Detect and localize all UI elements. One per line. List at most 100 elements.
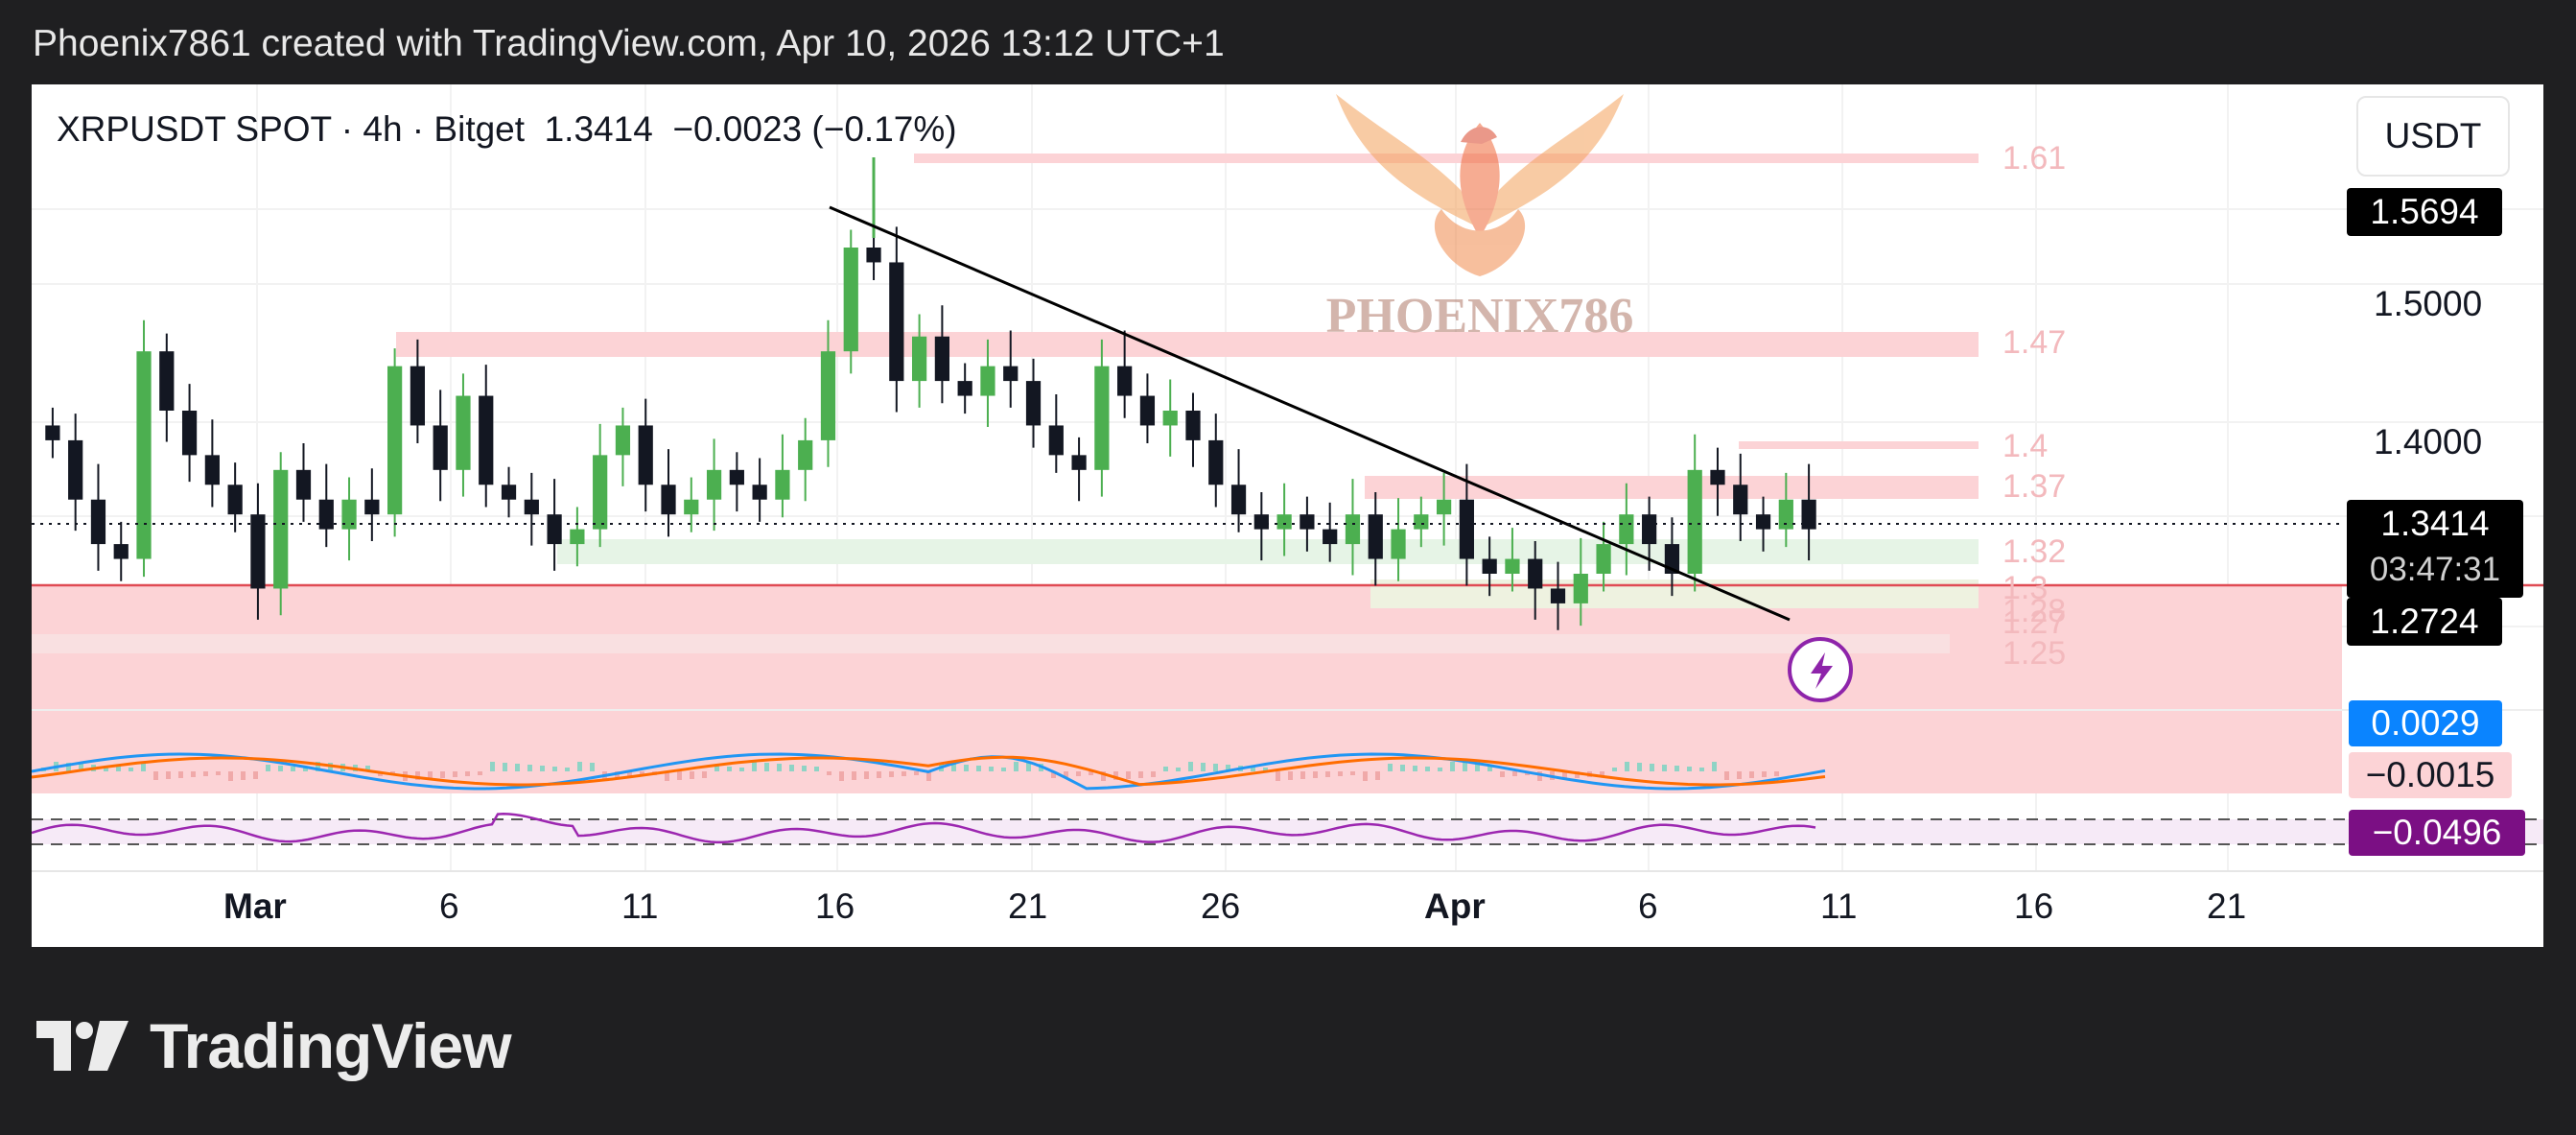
macd-histogram-bar bbox=[690, 771, 694, 779]
macd-histogram-bar bbox=[752, 762, 757, 771]
currency-button[interactable]: USDT bbox=[2356, 96, 2510, 177]
macd-histogram-bar bbox=[764, 763, 769, 771]
time-axis-label: 21 bbox=[1008, 887, 1048, 926]
macd-histogram-bar bbox=[1375, 771, 1380, 780]
candle bbox=[1117, 366, 1133, 396]
candle bbox=[1208, 439, 1224, 485]
bar-countdown: 03:47:31 bbox=[2369, 551, 2501, 588]
macd-histogram-bar bbox=[415, 771, 420, 780]
chart-panel[interactable]: 1.61 1.47 1.4 1.37 1.32 1.3 1.28 1.27 1.25 PHOEN… bbox=[32, 84, 2543, 947]
support-zone-1.32 bbox=[557, 539, 1979, 564]
macd-histogram-bar bbox=[1512, 771, 1517, 776]
macd-histogram-bar bbox=[1363, 771, 1368, 781]
level-label: 1.47 bbox=[2002, 324, 2066, 361]
macd-histogram-bar bbox=[1089, 771, 1093, 775]
macd-line bbox=[32, 752, 1826, 791]
macd-histogram-bar bbox=[1201, 763, 1206, 771]
candle bbox=[410, 366, 426, 426]
macd-histogram-bar bbox=[1724, 771, 1729, 780]
symbol-name: XRPUSDT SPOT bbox=[57, 109, 332, 149]
candle bbox=[547, 514, 562, 545]
macd-histogram-bar bbox=[1014, 762, 1019, 771]
macd-histogram-bar bbox=[1126, 771, 1131, 779]
candle bbox=[273, 469, 289, 589]
time-axis-label: 6 bbox=[1638, 887, 1658, 926]
macd-histogram-bar bbox=[1163, 767, 1168, 771]
price-change-pct: (−0.17%) bbox=[811, 109, 957, 149]
macd-histogram-bar bbox=[1650, 764, 1654, 771]
candle bbox=[295, 469, 312, 500]
level-label: 1.61 bbox=[2002, 140, 2066, 177]
macd-histogram-bar bbox=[1612, 768, 1617, 771]
macd-histogram-bar bbox=[1226, 765, 1230, 771]
price-chart-canvas[interactable]: 1.61 1.47 1.4 1.37 1.321.31.281.271.25 bbox=[32, 84, 2543, 947]
current-price: 1.3414 bbox=[2380, 504, 2490, 543]
macd-histogram-bar bbox=[1313, 771, 1318, 778]
high-price-tag: 1.5694 bbox=[2347, 188, 2502, 236]
oscillator-value-tag: −0.0496 bbox=[2349, 810, 2525, 856]
candle bbox=[136, 351, 152, 559]
level-label: 1.27 bbox=[2002, 604, 2066, 641]
macd-histogram-bar bbox=[153, 771, 158, 780]
macd-histogram-bar bbox=[527, 765, 532, 771]
macd-histogram-bar bbox=[515, 764, 520, 771]
macd-histogram-bar bbox=[1113, 771, 1118, 780]
macd-histogram-bar bbox=[228, 771, 233, 781]
macd-histogram-bar bbox=[1600, 771, 1604, 776]
candle bbox=[570, 529, 585, 545]
candle bbox=[341, 499, 357, 530]
macd-histogram-bar bbox=[1749, 771, 1754, 778]
macd-histogram-bar bbox=[365, 766, 370, 771]
macd-histogram-bar bbox=[1438, 768, 1442, 771]
macd-histogram-bar bbox=[1026, 763, 1031, 771]
candle bbox=[1139, 395, 1156, 426]
macd-histogram-bar bbox=[266, 765, 270, 771]
time-axis-label: Apr bbox=[1424, 887, 1486, 926]
macd-histogram-bar bbox=[1263, 768, 1268, 771]
macd-histogram-bar bbox=[1463, 763, 1467, 771]
macd-histogram-bar bbox=[66, 763, 71, 771]
macd-histogram-bar bbox=[316, 762, 320, 771]
candle bbox=[1801, 499, 1816, 530]
candle bbox=[68, 439, 83, 500]
macd-histogram-bar bbox=[1276, 771, 1280, 781]
time-axis-label: 26 bbox=[1201, 887, 1241, 926]
candle bbox=[843, 248, 858, 352]
macd-histogram-bar bbox=[976, 766, 981, 771]
demand-zone bbox=[32, 585, 2342, 793]
macd-histogram-bar bbox=[1487, 765, 1492, 771]
last-price: 1.3414 bbox=[544, 109, 653, 149]
macd-histogram-bar bbox=[1388, 764, 1393, 771]
exchange: Bitget bbox=[433, 109, 526, 149]
candle bbox=[1391, 529, 1406, 559]
candle bbox=[820, 351, 836, 440]
candle bbox=[980, 366, 995, 396]
macd-histogram-bar bbox=[1400, 765, 1405, 771]
candle bbox=[90, 499, 106, 545]
macd-histogram-bar bbox=[428, 771, 433, 779]
macd-histogram-bar bbox=[203, 771, 208, 776]
macd-histogram-bar bbox=[1213, 764, 1218, 771]
macd-histogram-bar bbox=[552, 767, 557, 771]
macd-histogram-bar bbox=[902, 771, 906, 776]
macd-histogram-bar bbox=[1413, 766, 1417, 771]
macd-histogram-bar bbox=[465, 771, 470, 776]
macd-histogram-bar bbox=[1288, 771, 1293, 780]
candle bbox=[1482, 558, 1497, 574]
macd-histogram-bar bbox=[864, 771, 869, 779]
macd-histogram-bar bbox=[1450, 762, 1455, 771]
level-label: 1.3 bbox=[2002, 570, 2048, 606]
time-axis-label: 11 bbox=[1820, 887, 1858, 926]
macd-histogram-bar bbox=[1064, 771, 1068, 777]
level-label: 1.32 bbox=[2002, 533, 2066, 570]
macd-histogram-bar bbox=[1338, 771, 1343, 776]
candle bbox=[1528, 558, 1543, 589]
current-price-tag: 1.3414 03:47:31 bbox=[2347, 500, 2523, 598]
candle bbox=[1230, 485, 1247, 515]
tradingview-wordmark: TradingView bbox=[150, 1010, 512, 1081]
macd-histogram-bar bbox=[191, 771, 196, 777]
macd-histogram-bar bbox=[627, 771, 632, 777]
candle bbox=[1733, 485, 1748, 515]
macd-histogram-bar bbox=[964, 765, 969, 771]
candle bbox=[1755, 514, 1771, 530]
